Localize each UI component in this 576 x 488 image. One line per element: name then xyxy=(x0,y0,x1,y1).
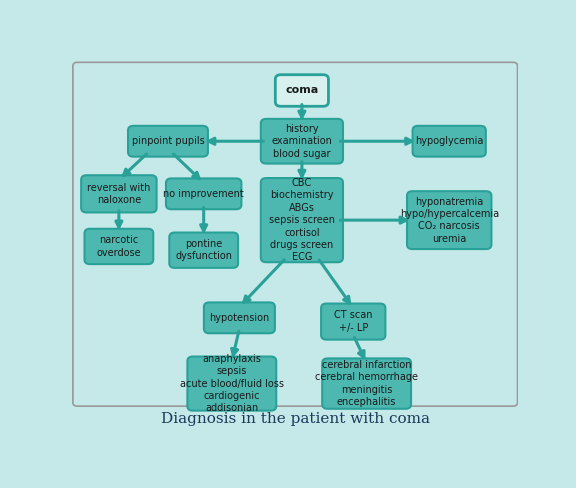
FancyBboxPatch shape xyxy=(261,119,343,163)
FancyBboxPatch shape xyxy=(166,179,241,209)
FancyBboxPatch shape xyxy=(81,175,157,212)
FancyBboxPatch shape xyxy=(187,357,276,410)
FancyBboxPatch shape xyxy=(169,233,238,268)
Text: pinpoint pupils: pinpoint pupils xyxy=(131,136,204,146)
Text: CBC
biochemistry
ABGs
sepsis screen
cortisol
drugs screen
ECG: CBC biochemistry ABGs sepsis screen cort… xyxy=(269,178,335,263)
Text: pontine
dysfunction: pontine dysfunction xyxy=(175,239,232,262)
Text: history
examination
blood sugar: history examination blood sugar xyxy=(271,124,332,159)
FancyBboxPatch shape xyxy=(275,75,328,106)
FancyBboxPatch shape xyxy=(73,62,517,406)
Text: anaphylaxis
sepsis
acute blood/fluid loss
cardiogenic
addisonian: anaphylaxis sepsis acute blood/fluid los… xyxy=(180,354,284,413)
Text: narcotic
overdose: narcotic overdose xyxy=(97,235,141,258)
FancyBboxPatch shape xyxy=(85,229,153,264)
FancyBboxPatch shape xyxy=(261,178,343,262)
FancyBboxPatch shape xyxy=(322,358,411,409)
Text: hypoglycemia: hypoglycemia xyxy=(415,136,483,146)
Text: hyponatremia
hypo/hypercalcemia
CO₂ narcosis
uremia: hyponatremia hypo/hypercalcemia CO₂ narc… xyxy=(400,197,499,244)
Text: coma: coma xyxy=(285,85,319,96)
Text: CT scan
+/- LP: CT scan +/- LP xyxy=(334,310,373,333)
Text: no improvement: no improvement xyxy=(164,189,244,199)
Text: cerebral infarction
cerebral hemorrhage
meningitis
encephalitis: cerebral infarction cerebral hemorrhage … xyxy=(315,360,418,407)
Text: reversal with
naloxone: reversal with naloxone xyxy=(87,183,150,205)
FancyBboxPatch shape xyxy=(204,303,275,333)
FancyBboxPatch shape xyxy=(407,191,491,249)
FancyBboxPatch shape xyxy=(412,126,486,157)
Text: Diagnosis in the patient with coma: Diagnosis in the patient with coma xyxy=(161,411,430,426)
FancyBboxPatch shape xyxy=(321,304,385,340)
FancyBboxPatch shape xyxy=(128,126,208,157)
Text: hypotension: hypotension xyxy=(209,313,270,323)
